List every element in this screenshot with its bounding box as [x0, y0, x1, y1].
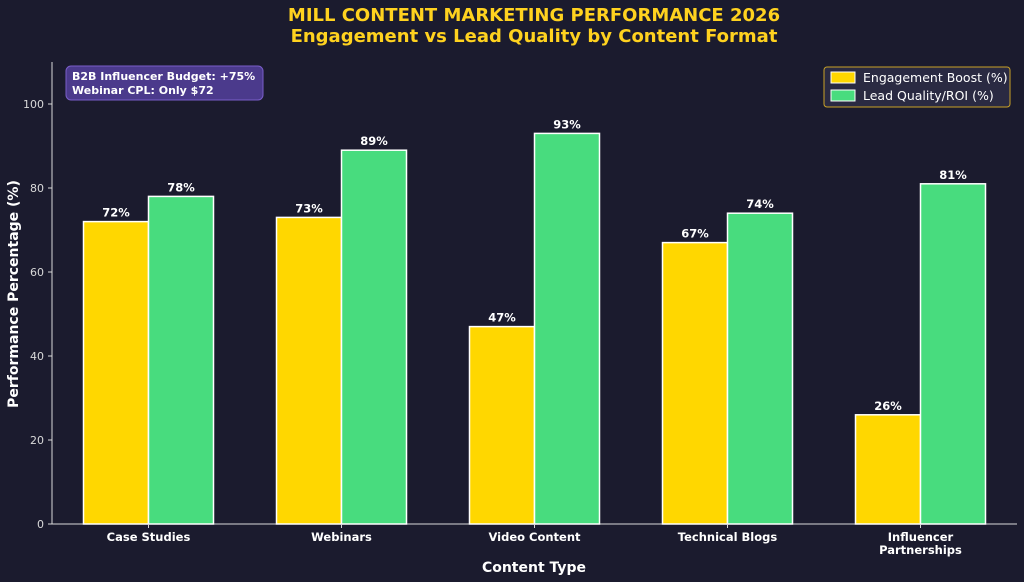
y-tick-label: 80 [30, 182, 44, 195]
x-tick-label: Webinars [311, 530, 372, 544]
annotation-line-1: B2B Influencer Budget: +75% [72, 70, 255, 83]
bar-value-label: 93% [553, 117, 581, 131]
bar-engagement [82, 220, 150, 525]
legend-swatch-lead-quality [830, 89, 856, 102]
bar-lead-quality [919, 183, 987, 525]
bar-value-label: 47% [488, 311, 516, 325]
y-tick-label: 60 [30, 266, 44, 279]
bar-lead-quality [147, 195, 215, 525]
legend-label-engagement: Engagement Boost (%) [863, 70, 1008, 85]
legend-label-lead-quality: Lead Quality/ROI (%) [863, 88, 994, 103]
plot-area: 0 20 40 60 80 100 72% 78% Case Studies 73% 89% Webi… [23, 62, 1017, 557]
bar-value-label: 89% [360, 134, 388, 148]
bar-engagement [468, 325, 536, 525]
legend: Engagement Boost (%) Lead Quality/ROI (%… [823, 66, 1011, 108]
bar-value-label: 72% [102, 206, 130, 220]
y-tick-label: 100 [23, 98, 44, 111]
x-axis-label: Content Type [482, 560, 586, 576]
y-tick-label: 40 [30, 350, 44, 363]
bar-engagement [661, 241, 729, 525]
x-tick-label: Case Studies [107, 530, 191, 544]
y-axis-label: Performance Percentage (%) [6, 180, 22, 408]
bar-engagement [275, 216, 343, 525]
chart-title-line-2: Engagement vs Lead Quality by Content Fo… [291, 26, 778, 47]
bar-value-label: 73% [295, 201, 323, 215]
bar-lead-quality [340, 149, 408, 525]
y-tick-label: 0 [37, 518, 44, 531]
bar-value-label: 74% [746, 197, 774, 211]
bar-value-label: 78% [167, 180, 195, 194]
bar-lead-quality [533, 132, 601, 525]
y-tick-label: 20 [30, 434, 44, 447]
annotation-line-2: Webinar CPL: Only $72 [72, 84, 214, 97]
x-tick-label: Video Content [488, 530, 581, 544]
bar-engagement [854, 414, 922, 525]
bar-value-label: 81% [939, 168, 967, 182]
x-tick-label: Technical Blogs [678, 530, 778, 544]
annotation-box: B2B Influencer Budget: +75% Webinar CPL:… [65, 65, 264, 101]
bar-value-label: 26% [874, 399, 902, 413]
bar-lead-quality [726, 212, 794, 525]
chart-title-line-1: MILL CONTENT MARKETING PERFORMANCE 2026 [288, 5, 780, 26]
bar-value-label: 67% [681, 227, 709, 241]
legend-swatch-engagement [830, 71, 856, 84]
x-tick-label: Influencer Partnerships [879, 530, 962, 557]
